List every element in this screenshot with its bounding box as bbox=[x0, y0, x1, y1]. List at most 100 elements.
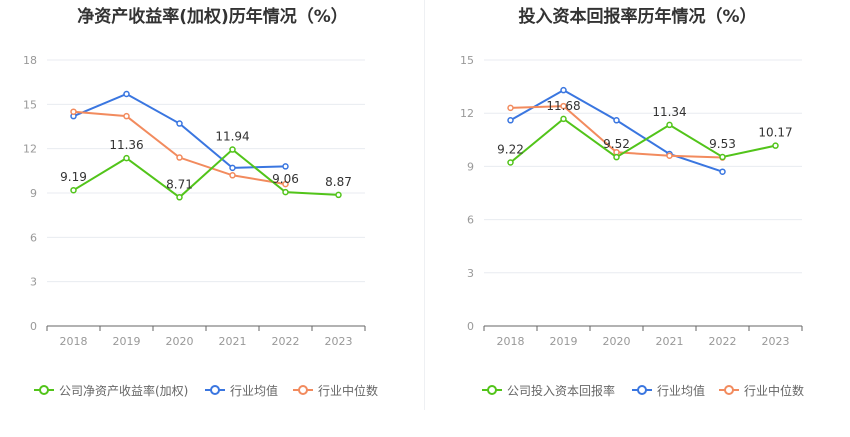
series-line bbox=[72, 148, 339, 199]
legend-label: 行业均值 bbox=[230, 383, 279, 398]
y-tick-label: 15 bbox=[460, 54, 474, 67]
data-point bbox=[666, 121, 673, 129]
y-tick-label: 9 bbox=[467, 160, 474, 173]
data-point bbox=[123, 112, 130, 120]
x-tick-label: 2022 bbox=[272, 335, 300, 348]
chart-title: 投入资本回报率历年情况（%） bbox=[518, 7, 757, 27]
data-label: 11.36 bbox=[109, 138, 143, 152]
data-point bbox=[282, 180, 289, 188]
data-label: 8.71 bbox=[166, 177, 193, 191]
series-line bbox=[509, 117, 776, 164]
legend-item[interactable]: 行业均值 bbox=[631, 380, 705, 400]
roe-chart-legend: 公司净资产收益率(加权) 行业均值 行业中位数 bbox=[0, 380, 425, 400]
data-point bbox=[70, 108, 77, 115]
data-label: 9.06 bbox=[272, 172, 299, 186]
y-tick-label: 3 bbox=[30, 276, 37, 289]
x-tick-label: 2020 bbox=[603, 335, 631, 348]
data-label: 11.94 bbox=[215, 130, 249, 144]
legend-item[interactable]: 行业中位数 bbox=[718, 380, 804, 400]
data-label: 11.34 bbox=[652, 105, 686, 119]
legend-marker-icon bbox=[34, 385, 54, 395]
y-tick-label: 6 bbox=[30, 231, 37, 244]
data-point bbox=[560, 86, 567, 94]
legend-dot bbox=[724, 385, 734, 395]
data-label: 8.87 bbox=[325, 175, 352, 189]
x-tick-label: 2018 bbox=[497, 335, 525, 348]
legend-item[interactable]: 公司投入资本回报率 bbox=[481, 380, 615, 400]
panel-divider bbox=[424, 0, 425, 410]
y-tick-label: 6 bbox=[467, 214, 474, 227]
x-tick-label: 2021 bbox=[656, 335, 684, 348]
data-label: 9.53 bbox=[709, 137, 736, 151]
legend-marker-icon bbox=[719, 385, 739, 395]
legend-label: 公司投入资本回报率 bbox=[507, 383, 616, 398]
data-point bbox=[719, 168, 726, 175]
data-label: 9.22 bbox=[497, 142, 524, 156]
legend-marker-icon bbox=[205, 385, 225, 395]
x-tick-label: 2019 bbox=[113, 335, 141, 348]
data-point bbox=[507, 117, 514, 124]
y-tick-label: 0 bbox=[30, 320, 37, 333]
legend-dot bbox=[210, 385, 220, 395]
data-point bbox=[282, 188, 289, 196]
x-tick-label: 2023 bbox=[325, 335, 353, 348]
roe-chart-panel: 净资产收益率(加权)历年情况（%） 0 3 6 9 12 15 18 2018 2019 2020… bbox=[0, 7, 425, 400]
data-point bbox=[176, 154, 183, 161]
data-label: 9.19 bbox=[60, 170, 87, 184]
y-tick-label: 18 bbox=[23, 54, 37, 67]
y-tick-label: 3 bbox=[467, 267, 474, 280]
data-point bbox=[70, 186, 77, 194]
data-point bbox=[229, 146, 236, 153]
data-point bbox=[335, 191, 342, 199]
legend-label: 行业中位数 bbox=[318, 383, 379, 398]
data-point bbox=[507, 159, 514, 166]
legend-dot bbox=[637, 385, 647, 395]
data-point bbox=[123, 90, 130, 98]
data-label: 9.52 bbox=[603, 137, 630, 151]
data-point bbox=[229, 172, 236, 179]
roic-chart-plot: 0 3 6 9 12 15 2018 2019 2020 2021 2022 2023 9.22 11.6… bbox=[460, 54, 803, 348]
data-point bbox=[719, 153, 726, 161]
legend-item[interactable]: 行业中位数 bbox=[292, 380, 378, 400]
data-label: 10.17 bbox=[758, 126, 792, 140]
legend-dot bbox=[39, 385, 49, 395]
y-tick-label: 15 bbox=[23, 98, 37, 111]
chart-title: 净资产收益率(加权)历年情况（%） bbox=[77, 7, 348, 27]
legend-dot bbox=[298, 385, 308, 395]
legend-item[interactable]: 公司净资产收益率(加权) bbox=[33, 380, 188, 400]
roe-chart-plot: 0 3 6 9 12 15 18 2018 2019 2020 2021 2022 2023 9.19 11… bbox=[23, 54, 366, 348]
data-point bbox=[560, 102, 567, 110]
x-tick-label: 2018 bbox=[60, 335, 88, 348]
roic-chart-legend: 公司投入资本回报率 行业均值 行业中位数 bbox=[425, 380, 850, 400]
data-point bbox=[176, 194, 183, 201]
data-point bbox=[176, 120, 183, 127]
x-tick-label: 2019 bbox=[550, 335, 578, 348]
y-tick-label: 0 bbox=[467, 320, 474, 333]
data-label: 11.68 bbox=[546, 99, 580, 113]
x-tick-label: 2022 bbox=[709, 335, 737, 348]
x-tick-label: 2023 bbox=[762, 335, 790, 348]
roic-chart-panel: 投入资本回报率历年情况（%） 0 3 6 9 12 15 2018 2019 2020 2021 2… bbox=[425, 0, 850, 437]
data-point bbox=[282, 163, 289, 170]
data-point bbox=[613, 153, 620, 161]
legend-item[interactable]: 行业均值 bbox=[204, 380, 278, 400]
y-tick-label: 12 bbox=[460, 107, 474, 120]
y-tick-label: 9 bbox=[30, 187, 37, 200]
x-tick-label: 2021 bbox=[219, 335, 247, 348]
data-point bbox=[229, 164, 236, 172]
data-point bbox=[123, 154, 130, 162]
data-point bbox=[507, 104, 514, 112]
x-tick-label: 2020 bbox=[166, 335, 194, 348]
legend-label: 行业均值 bbox=[657, 383, 706, 398]
legend-marker-icon bbox=[293, 385, 313, 395]
data-point bbox=[613, 117, 620, 124]
legend-marker-icon bbox=[482, 385, 502, 395]
data-point bbox=[666, 152, 673, 160]
legend-dot bbox=[487, 385, 497, 395]
legend-label: 公司净资产收益率(加权) bbox=[59, 383, 189, 398]
legend-marker-icon bbox=[632, 385, 652, 395]
data-point bbox=[772, 142, 779, 149]
data-point bbox=[560, 115, 567, 123]
y-tick-label: 12 bbox=[23, 143, 37, 156]
legend-label: 行业中位数 bbox=[744, 383, 805, 398]
